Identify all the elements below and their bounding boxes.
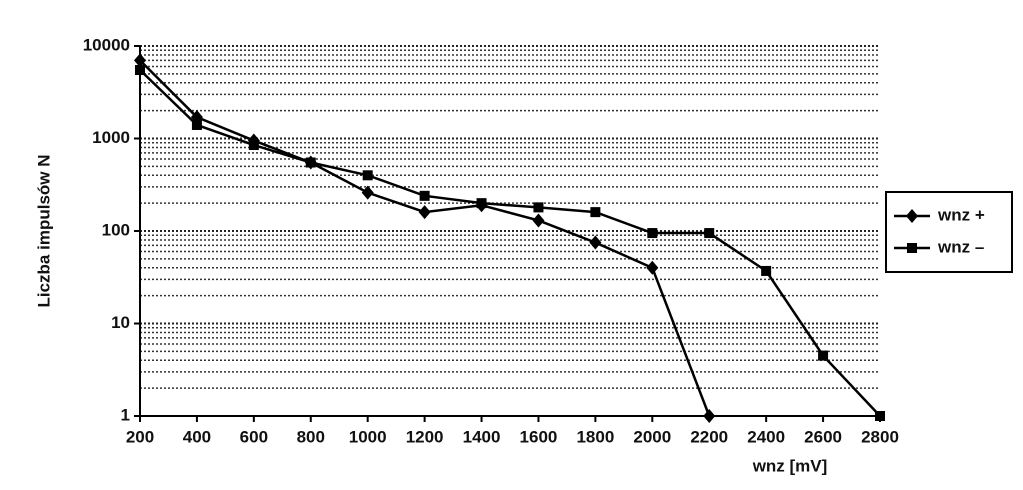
y-tick-label: 10000 — [83, 35, 130, 54]
x-tick-label: 1800 — [576, 427, 614, 446]
marker — [362, 170, 373, 181]
x-tick-label: 1400 — [463, 427, 501, 446]
marker — [419, 190, 430, 201]
x-tick-label: 1200 — [406, 427, 444, 446]
marker — [590, 207, 601, 218]
legend-label: wnz – — [937, 237, 984, 256]
marker — [875, 411, 885, 421]
series-line — [139, 69, 881, 417]
marker — [135, 65, 145, 76]
marker — [906, 209, 918, 223]
x-tick-label: 2200 — [690, 427, 728, 446]
legend-label: wnz + — [937, 205, 985, 224]
marker — [907, 243, 917, 253]
marker — [589, 235, 602, 250]
y-tick-label: 100 — [102, 220, 130, 239]
x-tick-label: 1000 — [349, 427, 387, 446]
x-tick-label: 600 — [240, 427, 268, 446]
marker — [418, 205, 431, 220]
x-tick-label: 2800 — [861, 427, 899, 446]
marker — [533, 202, 544, 213]
marker — [704, 228, 715, 239]
y-axis-title: Liczba impulsów N — [34, 154, 53, 307]
y-tick-label: 1 — [121, 405, 130, 424]
x-tick-label: 2400 — [747, 427, 785, 446]
marker — [646, 260, 659, 275]
marker — [305, 157, 316, 168]
x-tick-label: 2600 — [804, 427, 842, 446]
marker — [761, 265, 772, 276]
y-tick-label: 10 — [111, 313, 130, 332]
x-tick-label: 200 — [126, 427, 154, 446]
marker — [818, 350, 829, 361]
series-line — [139, 59, 711, 417]
x-tick-label: 2000 — [633, 427, 671, 446]
x-axis-title: wnz [mV] — [752, 456, 828, 475]
x-tick-label: 1600 — [520, 427, 558, 446]
legend-box — [885, 191, 1013, 273]
marker — [703, 409, 716, 423]
marker — [476, 198, 487, 209]
marker — [532, 213, 545, 228]
y-tick-label: 1000 — [92, 128, 130, 147]
marker — [248, 140, 259, 151]
x-tick-label: 400 — [183, 427, 211, 446]
marker — [191, 119, 202, 130]
marker — [361, 185, 374, 200]
x-tick-label: 800 — [297, 427, 325, 446]
marker — [647, 228, 658, 239]
marker — [134, 53, 146, 68]
